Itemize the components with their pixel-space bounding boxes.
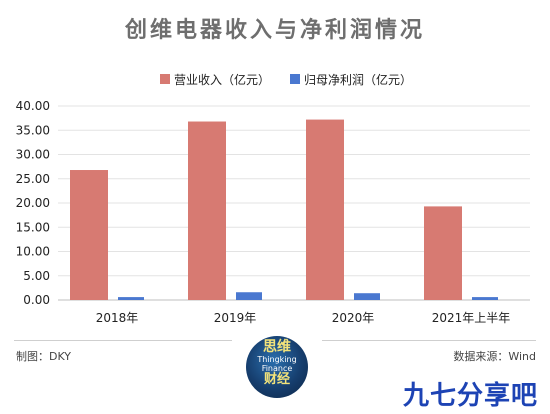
bar-revenue [188,121,226,301]
y-tick-label: 40.00 [16,99,50,113]
y-tick-label: 20.00 [16,196,50,210]
legend-item-net-profit: 归母净利润（亿元） [290,71,412,88]
y-tick-label: 15.00 [16,220,50,234]
bar-revenue [70,170,108,300]
watermark-text: 九七分享吧 [402,381,538,411]
logo-text-3: Finance [261,364,293,373]
bar-net-profit [118,297,144,300]
logo-text-2: Thingking [257,355,297,364]
bar-net-profit [472,297,498,300]
y-tick-label: 35.00 [16,123,50,137]
bar-revenue [306,119,344,300]
bar-net-profit [236,292,262,300]
footer-divider-left [14,340,232,341]
chart-title: 创维电器收入与净利润情况 [124,18,425,43]
footer-credit: 制图：DKY [16,350,72,363]
x-tick-label: 2018年 [96,311,139,325]
y-tick-label: 10.00 [16,245,50,259]
brand-logo: 思维 Thingking Finance 财经 [246,336,308,398]
footer-source: 数据来源：Wind [453,350,536,363]
bar-revenue [424,206,462,300]
x-tick-label: 2021年上半年 [432,311,511,325]
x-tick-label: 2019年 [214,311,257,325]
bar-chart: 0.00 5.00 10.00 15.00 20.00 25.00 30.00 35.00 40… [16,99,530,325]
legend-label-revenue: 营业收入（亿元） [174,72,271,87]
chart-legend: 营业收入（亿元） 归母净利润（亿元） [160,70,432,88]
y-tick-label: 30.00 [16,148,50,162]
legend-swatch-revenue [160,74,170,84]
legend-swatch-net-profit [290,74,301,84]
footer-divider-right [322,340,536,341]
logo-text-1: 思维 [263,339,291,355]
bar-net-profit [354,293,380,300]
legend-label-net-profit: 归母净利润（亿元） [304,72,413,87]
x-tick-label: 2020年 [332,311,375,325]
legend-item-revenue: 营业收入（亿元） [160,71,270,88]
y-tick-label: 5.00 [23,269,50,283]
logo-text-4: 财经 [263,372,290,387]
y-tick-label: 0.00 [23,293,50,307]
y-tick-label: 25.00 [16,172,50,186]
